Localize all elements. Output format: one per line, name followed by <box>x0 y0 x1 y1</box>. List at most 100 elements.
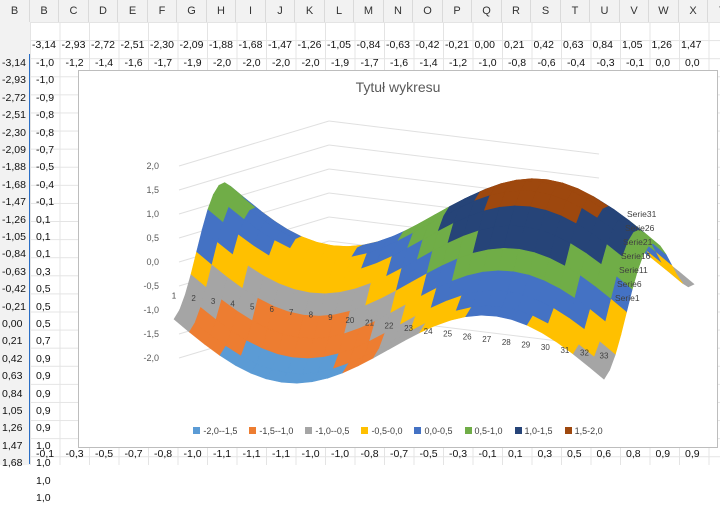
legend-entry[interactable]: -2,0--1,5 <box>193 426 237 436</box>
data-cell[interactable]: 0,1 <box>36 211 51 229</box>
header-cell[interactable]: -0,21 <box>445 36 469 54</box>
column-letter-u[interactable]: U <box>591 0 620 22</box>
header-cell[interactable]: -2,09 <box>180 36 204 54</box>
column-letter-o[interactable]: O <box>414 0 443 22</box>
data-cell[interactable]: 0,3 <box>36 263 51 281</box>
header-cell[interactable]: -1,88 <box>209 36 233 54</box>
header-cell[interactable]: -2,72 <box>91 36 115 54</box>
column-letter-h[interactable]: H <box>207 0 236 22</box>
column-letter-n[interactable]: N <box>384 0 413 22</box>
header-cell[interactable]: -1,26 <box>298 36 322 54</box>
data-cell[interactable]: -0,1 <box>36 193 54 211</box>
data-cell[interactable]: -1,0 <box>36 71 54 89</box>
row-header-bar: -3,14-2,93-2,72-2,51-2,30-2,09-1,88-1,68… <box>0 22 31 465</box>
data-cell[interactable]: 0,9 <box>36 350 51 368</box>
column-letter-d[interactable]: D <box>89 0 118 22</box>
column-letter-s[interactable]: S <box>532 0 561 22</box>
column-letter-k[interactable]: K <box>296 0 325 22</box>
header-cell[interactable]: 1,05 <box>622 36 642 54</box>
z-axis-tick: -1,5 <box>143 329 159 339</box>
x-axis-tick: 25 <box>443 330 452 339</box>
column-letter-w[interactable]: W <box>650 0 679 22</box>
column-letter-m[interactable]: M <box>355 0 384 22</box>
header-cell[interactable]: 1,26 <box>652 36 672 54</box>
column-letter-p[interactable]: P <box>443 0 472 22</box>
data-cell[interactable]: -0,5 <box>36 158 54 176</box>
column-letter-j[interactable]: J <box>266 0 295 22</box>
column-letter-c[interactable]: C <box>60 0 89 22</box>
data-cell[interactable]: 0,1 <box>36 245 51 263</box>
column-letter-b[interactable]: B <box>0 0 30 22</box>
x-axis-tick: 33 <box>600 351 609 360</box>
data-cell[interactable]: 0,5 <box>36 280 51 298</box>
row-header-value: 0,00 <box>0 315 30 333</box>
header-cell[interactable]: -0,63 <box>386 36 410 54</box>
x-axis-tick: 24 <box>424 327 433 336</box>
header-cell[interactable]: 1,47 <box>681 36 701 54</box>
x-axis-tick: 30 <box>541 343 550 352</box>
column-letter-f[interactable]: F <box>148 0 177 22</box>
header-cell[interactable]: -0,84 <box>357 36 381 54</box>
z-axis-tick: 0,0 <box>146 257 159 267</box>
data-cell[interactable]: -0,7 <box>36 141 54 159</box>
legend-entry[interactable]: -1,5--1,0 <box>249 426 293 436</box>
column-letter-v[interactable]: V <box>620 0 649 22</box>
x-axis-tick: 1 <box>172 291 177 300</box>
header-cell[interactable]: -1,68 <box>239 36 263 54</box>
column-letter-q[interactable]: Q <box>473 0 502 22</box>
data-cell[interactable]: 0,9 <box>36 367 51 385</box>
legend-entry[interactable]: -0,5-0,0 <box>361 426 402 436</box>
column-letter-i[interactable]: I <box>237 0 266 22</box>
data-cell[interactable]: 0,5 <box>36 315 51 333</box>
data-cell[interactable]: 0,5 <box>36 298 51 316</box>
header-cell[interactable]: -1,05 <box>327 36 351 54</box>
x-axis-tick: 20 <box>345 316 354 325</box>
data-cell[interactable]: -0,1 <box>36 445 54 463</box>
header-cell[interactable]: 0,63 <box>563 36 583 54</box>
row-header-value: 1,47 <box>0 437 30 455</box>
legend-entry[interactable]: -1,0--0,5 <box>305 426 349 436</box>
header-cell[interactable]: -2,93 <box>62 36 86 54</box>
data-cell[interactable]: 0,9 <box>36 419 51 437</box>
data-cell[interactable]: 0,7 <box>36 332 51 350</box>
legend-entry[interactable]: 0,0-0,5 <box>414 426 452 436</box>
header-cell[interactable]: -3,14 <box>32 36 56 54</box>
header-cell[interactable]: 0,00 <box>475 36 495 54</box>
legend-entry[interactable]: 0,5-1,0 <box>465 426 503 436</box>
column-letter-y[interactable]: Y <box>709 0 720 22</box>
column-letter-l[interactable]: L <box>325 0 354 22</box>
data-cell[interactable]: 0,9 <box>36 402 51 420</box>
data-cell[interactable]: -0,4 <box>36 176 54 194</box>
header-cell[interactable]: -2,51 <box>121 36 145 54</box>
header-cell[interactable]: 0,42 <box>534 36 554 54</box>
data-cell[interactable]: -0,8 <box>36 124 54 142</box>
chart-legend[interactable]: -2,0--1,5 -1,5--1,0 -1,0--0,5 -0,5-0,0 0,0-0… <box>79 426 717 436</box>
row-header-value: -2,72 <box>0 89 30 107</box>
data-cell[interactable]: 0,9 <box>36 385 51 403</box>
column-letter-e[interactable]: E <box>119 0 148 22</box>
data-cell[interactable]: 1,0 <box>36 489 51 507</box>
column-letter-b[interactable]: B <box>30 0 59 22</box>
column-letter-r[interactable]: R <box>502 0 531 22</box>
data-cell[interactable]: -1,0 <box>36 54 54 72</box>
header-cell[interactable]: 0,84 <box>593 36 613 54</box>
data-cell[interactable]: 1,0 <box>36 472 51 490</box>
column-letter-t[interactable]: T <box>561 0 590 22</box>
x-axis-tick: 29 <box>521 340 530 349</box>
x-axis-tick: 22 <box>385 321 394 330</box>
header-cell[interactable]: -2,30 <box>150 36 174 54</box>
data-cell[interactable]: -0,9 <box>36 89 54 107</box>
column-letter-g[interactable]: G <box>178 0 207 22</box>
column-letter-x[interactable]: X <box>679 0 708 22</box>
header-cell[interactable]: 0,21 <box>504 36 524 54</box>
legend-entry[interactable]: 1,5-2,0 <box>565 426 603 436</box>
header-cell[interactable]: -0,42 <box>416 36 440 54</box>
data-cell[interactable]: -0,8 <box>36 106 54 124</box>
header-cell[interactable]: -1,47 <box>268 36 292 54</box>
data-cell[interactable]: 0,1 <box>36 228 51 246</box>
legend-entry[interactable]: 1,0-1,5 <box>515 426 553 436</box>
surface-mesh[interactable] <box>174 179 694 383</box>
legend-label: 1,0-1,5 <box>525 426 553 436</box>
